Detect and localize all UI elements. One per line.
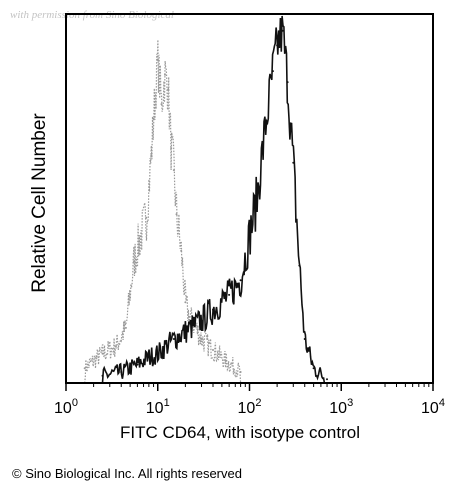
series-1-point <box>136 363 139 366</box>
series-1-point <box>255 198 258 201</box>
series-1-point <box>239 279 242 282</box>
series-0-point <box>132 260 135 263</box>
series-1-point <box>101 374 104 377</box>
series-1-point <box>228 293 231 296</box>
series-1-point <box>248 235 251 238</box>
x-axis: 100 101 102 103 104 <box>54 383 445 417</box>
series-1-point <box>303 338 306 340</box>
series-1-point <box>172 338 175 340</box>
series-0-point <box>101 352 104 355</box>
series-1-point <box>276 44 279 47</box>
series-0-point <box>139 235 142 238</box>
series-0-point <box>150 154 153 157</box>
series-0-point <box>184 301 187 304</box>
series-1-point <box>281 29 284 32</box>
series-0-point <box>170 147 173 150</box>
series-trace-1 <box>101 15 327 384</box>
series-0-point <box>164 73 166 76</box>
series-1-point <box>264 125 267 128</box>
series-0-point <box>239 371 242 373</box>
x-tick-label-3: 103 <box>329 397 353 417</box>
series-0-point <box>180 249 183 252</box>
x-tick-label-2: 102 <box>238 397 262 417</box>
series-1-point <box>212 308 214 311</box>
series-0-point <box>114 345 117 348</box>
series-0-point <box>145 216 148 219</box>
series-1-point <box>298 264 301 267</box>
series-1-point <box>184 330 187 333</box>
series-0-point <box>188 315 191 318</box>
series-0-point <box>175 213 178 216</box>
series-0-point <box>172 169 175 172</box>
y-axis-label: Relative Cell Number <box>29 113 50 293</box>
series-0-point <box>167 88 170 91</box>
series-0-point <box>200 338 203 340</box>
series-0-point <box>224 360 227 362</box>
series-layer <box>83 15 328 384</box>
series-0-point <box>160 103 163 106</box>
series-0-point <box>152 117 155 120</box>
x-tick-label-1: 101 <box>146 397 170 417</box>
series-0-point <box>212 349 214 351</box>
series-1-point <box>292 161 295 164</box>
series-1-point <box>271 70 274 73</box>
series-1 <box>101 15 328 384</box>
series-1-point <box>120 371 123 373</box>
series-1-point <box>156 352 159 355</box>
x-tick-label-4: 104 <box>421 397 445 417</box>
copyright-text: © Sino Biological Inc. All rights reserv… <box>12 466 242 481</box>
series-0-point <box>124 326 127 329</box>
series-0-point <box>83 367 86 370</box>
series-1-point <box>147 356 150 359</box>
x-axis-label: FITC CD64, with isotype control <box>120 423 360 442</box>
series-1-point <box>200 319 203 322</box>
series-trace-0 <box>84 39 242 384</box>
series-0-point <box>156 59 159 61</box>
x-tick-label-0: 100 <box>54 397 78 417</box>
series-1-point <box>312 367 315 370</box>
plot-frame <box>65 13 434 384</box>
series-0 <box>83 39 242 384</box>
series-1-point <box>326 378 328 381</box>
series-1-point <box>286 81 289 84</box>
